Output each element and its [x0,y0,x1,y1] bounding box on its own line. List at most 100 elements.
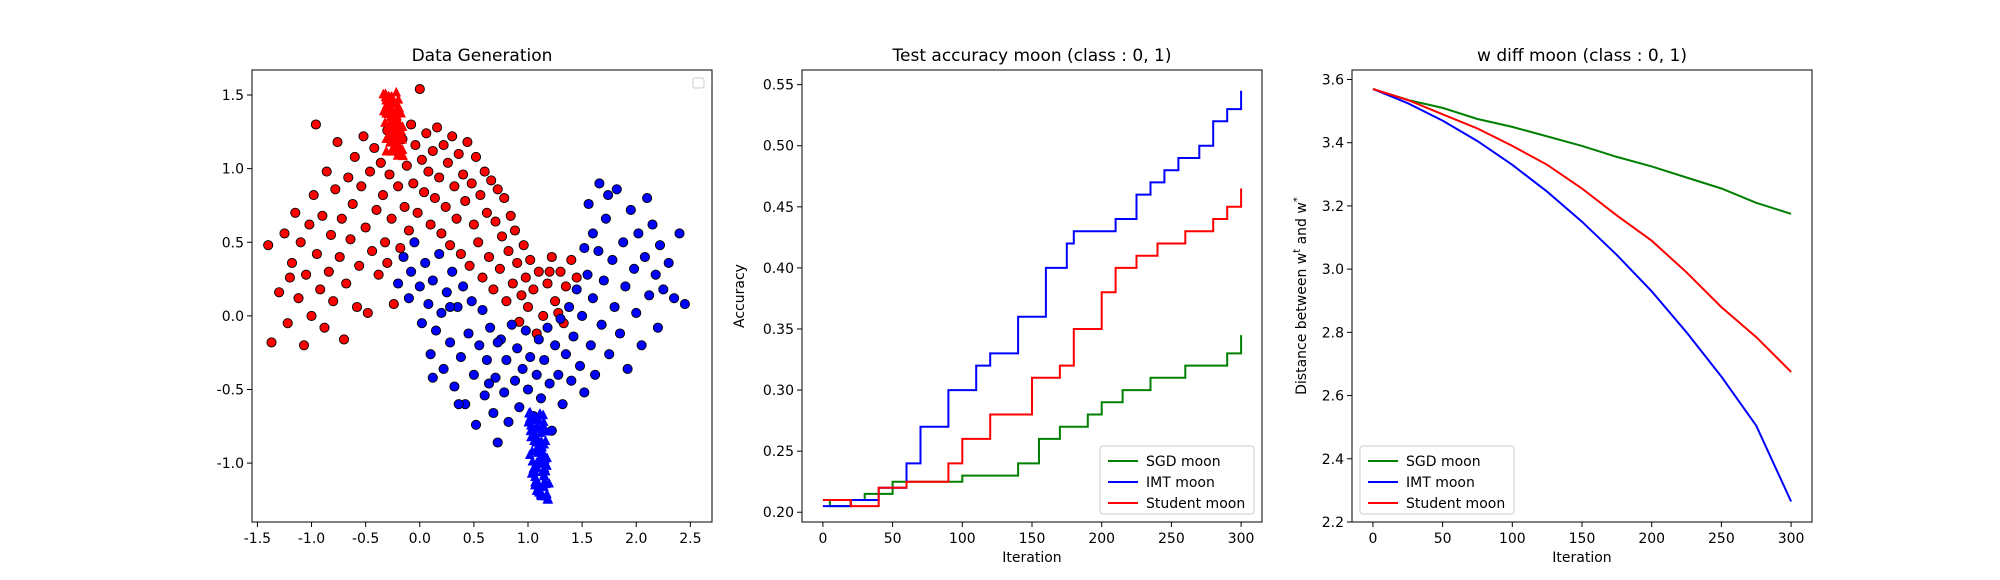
scatter-point [674,228,685,239]
y-tick-label: 1.5 [222,88,244,104]
scatter-point [425,349,436,360]
arrow-marker [527,413,538,424]
scatter-point [522,301,534,313]
plot-area [1372,88,1793,502]
y-tick-label: 0.55 [763,78,794,94]
chart-title: Test accuracy moon (class : 0, 1) [892,46,1172,66]
series-line [822,188,1243,508]
scatter-point [445,337,456,348]
scatter-point [544,378,555,389]
empty-legend-box [692,77,705,89]
scatter-point [492,437,503,448]
scatter-point [625,204,636,215]
scatter-point [384,169,395,180]
scatter-point [650,269,661,280]
scatter-point [362,307,373,318]
scatter-point [388,299,399,310]
scatter-point [509,225,521,236]
arrow-marker [397,133,408,144]
scatter-point [445,240,456,251]
scatter-point [663,257,674,268]
x-tick-label: 2.0 [625,531,647,547]
legend: SGD moon IMT moon Student moon [1099,445,1255,515]
scatter-point [571,272,582,283]
scatter-point [531,369,542,380]
arrow-marker [393,138,404,149]
scatter-point [416,154,427,165]
scatter-point [308,190,319,201]
scatter-point [274,287,285,298]
scatter-point [282,318,293,329]
scatter-point [535,393,547,404]
arrow-marker [528,466,539,477]
arrow-marker [391,86,402,97]
arrow-marker [535,487,546,498]
scatter-point [598,275,609,286]
scatter-point [501,296,512,307]
scatter-point [263,240,274,251]
scatter-point [295,237,306,248]
scatter-point [468,369,479,380]
scatter-point [477,304,488,316]
scatter-point [293,293,304,304]
x-tick-label: 2.5 [679,531,701,547]
chart-title: Data Generation [412,46,553,66]
y-tick-label: 0.5 [222,235,244,251]
scatter-point [395,243,406,254]
scatter-point [644,290,655,301]
scatter-point [550,340,561,351]
x-axis-label: Iteration [1002,550,1061,566]
scatter-point [550,296,561,307]
scatter-point [658,284,669,295]
scatter-point [453,399,464,410]
y-tick-label: 0.30 [763,383,794,399]
scatter-point [546,251,557,263]
arrow-marker [388,130,399,141]
scatter-point [507,278,518,289]
scatter-point [358,131,369,142]
y-axis-label-mid: and w [1294,202,1310,249]
scatter-point [506,319,517,330]
arrow-marker [382,101,393,111]
scatter-point [604,349,615,360]
scatter-point [475,190,486,201]
scatter-point [341,278,352,289]
scatter-point [492,184,503,195]
x-tick-label: 200 [1638,531,1665,547]
y-tick-label: 0.40 [763,261,794,277]
y-tick-label: 0.25 [763,444,794,460]
scatter-point [458,169,469,180]
y-tick-label: 3.6 [1322,72,1344,88]
scatter-point [330,184,341,195]
scatter-point [522,384,534,395]
scatter-point [367,246,378,257]
y-tick-label: 2.8 [1322,325,1344,341]
scatter-point [594,178,605,189]
scatter-point [421,128,432,139]
y-tick-label: 2.2 [1322,515,1344,531]
x-tick-label: 50 [1434,531,1452,547]
y-tick-label: 3.4 [1322,136,1344,152]
scatter-point [528,284,539,295]
scatter-point [414,281,425,292]
arrow-marker [386,92,397,103]
scatter-point [564,301,575,313]
y-tick-label: 0.45 [763,200,794,216]
scatter-point [325,229,337,240]
scatter-point [401,160,412,171]
legend-frame [1359,445,1515,515]
scatter-point [310,119,321,130]
scatter-point [279,228,290,239]
scatter-point [639,251,650,263]
scatter-point [525,254,536,265]
scatter-point [533,334,544,345]
scatter-point [479,390,490,401]
scatter-point [338,334,350,345]
scatter-point [453,148,464,159]
x-tick-label: 1.0 [517,531,539,547]
y-tick-label: -0.5 [217,382,244,398]
scatter-point [336,213,347,224]
scatter-point [460,195,471,207]
y-tick-label: 0.50 [763,139,794,155]
